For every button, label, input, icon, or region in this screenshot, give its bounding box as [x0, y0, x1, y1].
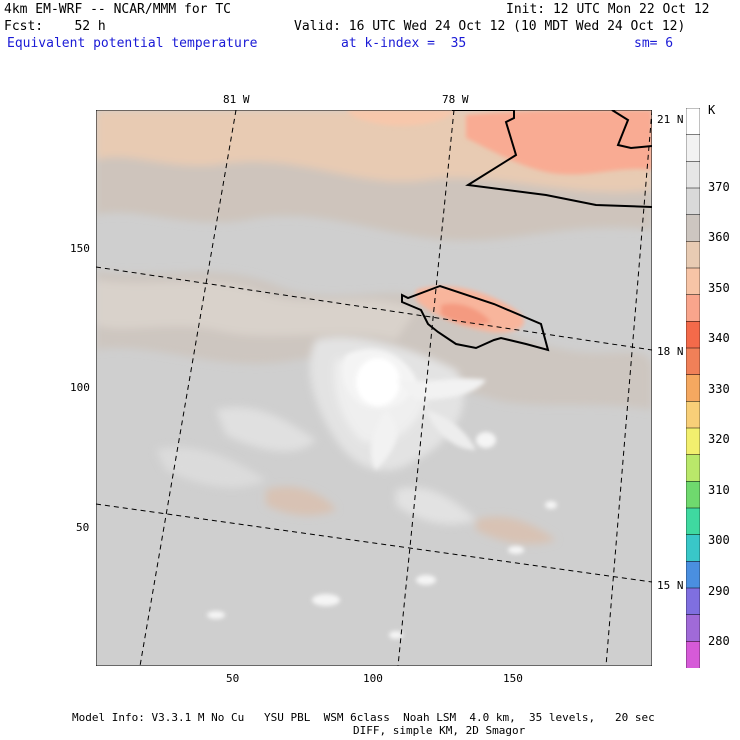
- colorbar-label-360: 360: [708, 230, 730, 244]
- coastlines: [401, 110, 652, 352]
- colorbar-label-370: 370: [708, 180, 730, 194]
- colorbar-segment: [686, 614, 700, 643]
- model-diffusion: DIFF, simple KM, 2D Smagor: [353, 724, 526, 737]
- y-tick-150: 150: [70, 242, 90, 255]
- init-time: Init: 12 UTC Mon 22 Oct 12: [506, 2, 710, 17]
- colorbar-segment: [686, 267, 700, 296]
- lon-label-81w: 81 W: [223, 93, 250, 106]
- colorbar-segment: [686, 134, 700, 163]
- colorbar-segment: [686, 347, 700, 376]
- colorbar-segment: [686, 321, 700, 349]
- colorbar: [686, 108, 700, 668]
- lat-label-21n: 21 N: [657, 113, 684, 126]
- hurricane-core: [342, 349, 486, 470]
- colorbar-segment: [686, 401, 700, 429]
- y-tick-100: 100: [70, 381, 90, 394]
- forecast-hour: Fcst: 52 h: [4, 19, 106, 34]
- colorbar-segment: [686, 241, 700, 269]
- colorbar-label-320: 320: [708, 432, 730, 446]
- lon-label-78w: 78 W: [442, 93, 469, 106]
- colorbar-label-350: 350: [708, 281, 730, 295]
- colorbar-segment: [686, 427, 700, 456]
- colorbar-segment: [686, 454, 700, 483]
- colorbar-label-290: 290: [708, 584, 730, 598]
- x-tick-100: 100: [363, 672, 383, 685]
- y-tick-50: 50: [76, 521, 90, 534]
- colorbar-label-340: 340: [708, 331, 730, 345]
- colorbar-segment: [686, 561, 700, 589]
- colorbar-segment: [686, 214, 700, 243]
- colorbar-label-310: 310: [708, 483, 730, 497]
- theta-e-map: [96, 110, 652, 666]
- colorbar-segment: [686, 161, 700, 189]
- graticule: [96, 110, 652, 666]
- colorbar-segment: [686, 587, 700, 616]
- colorbar-segment: [686, 294, 700, 323]
- colorbar-segment: [686, 534, 700, 563]
- colorbar-label-280: 280: [708, 634, 730, 648]
- colorbar-segment: [686, 641, 700, 668]
- x-tick-150: 150: [503, 672, 523, 685]
- colorbar-unit: K: [708, 103, 716, 117]
- x-tick-50: 50: [226, 672, 240, 685]
- k-index: at k-index = 35: [341, 36, 467, 51]
- valid-time: Valid: 16 UTC Wed 24 Oct 12 (10 MDT Wed …: [294, 19, 686, 34]
- colorbar-segment: [686, 481, 700, 509]
- colorbar-segment: [686, 507, 700, 536]
- field-name: Equivalent potential temperature: [7, 36, 258, 51]
- model-info: Model Info: V3.3.1 M No Cu YSU PBL WSM 6…: [72, 711, 655, 724]
- colorbar-label-300: 300: [708, 533, 730, 547]
- lat-label-15n: 15 N: [657, 579, 684, 592]
- colorbar-segment: [686, 374, 700, 403]
- colorbar-segment: [686, 108, 700, 136]
- model-title: 4km EM-WRF -- NCAR/MMM for TC: [4, 2, 231, 17]
- colorbar-label-330: 330: [708, 382, 730, 396]
- smoothing: sm= 6: [634, 36, 674, 51]
- colorbar-segment: [686, 187, 700, 216]
- lat-label-18n: 18 N: [657, 345, 684, 358]
